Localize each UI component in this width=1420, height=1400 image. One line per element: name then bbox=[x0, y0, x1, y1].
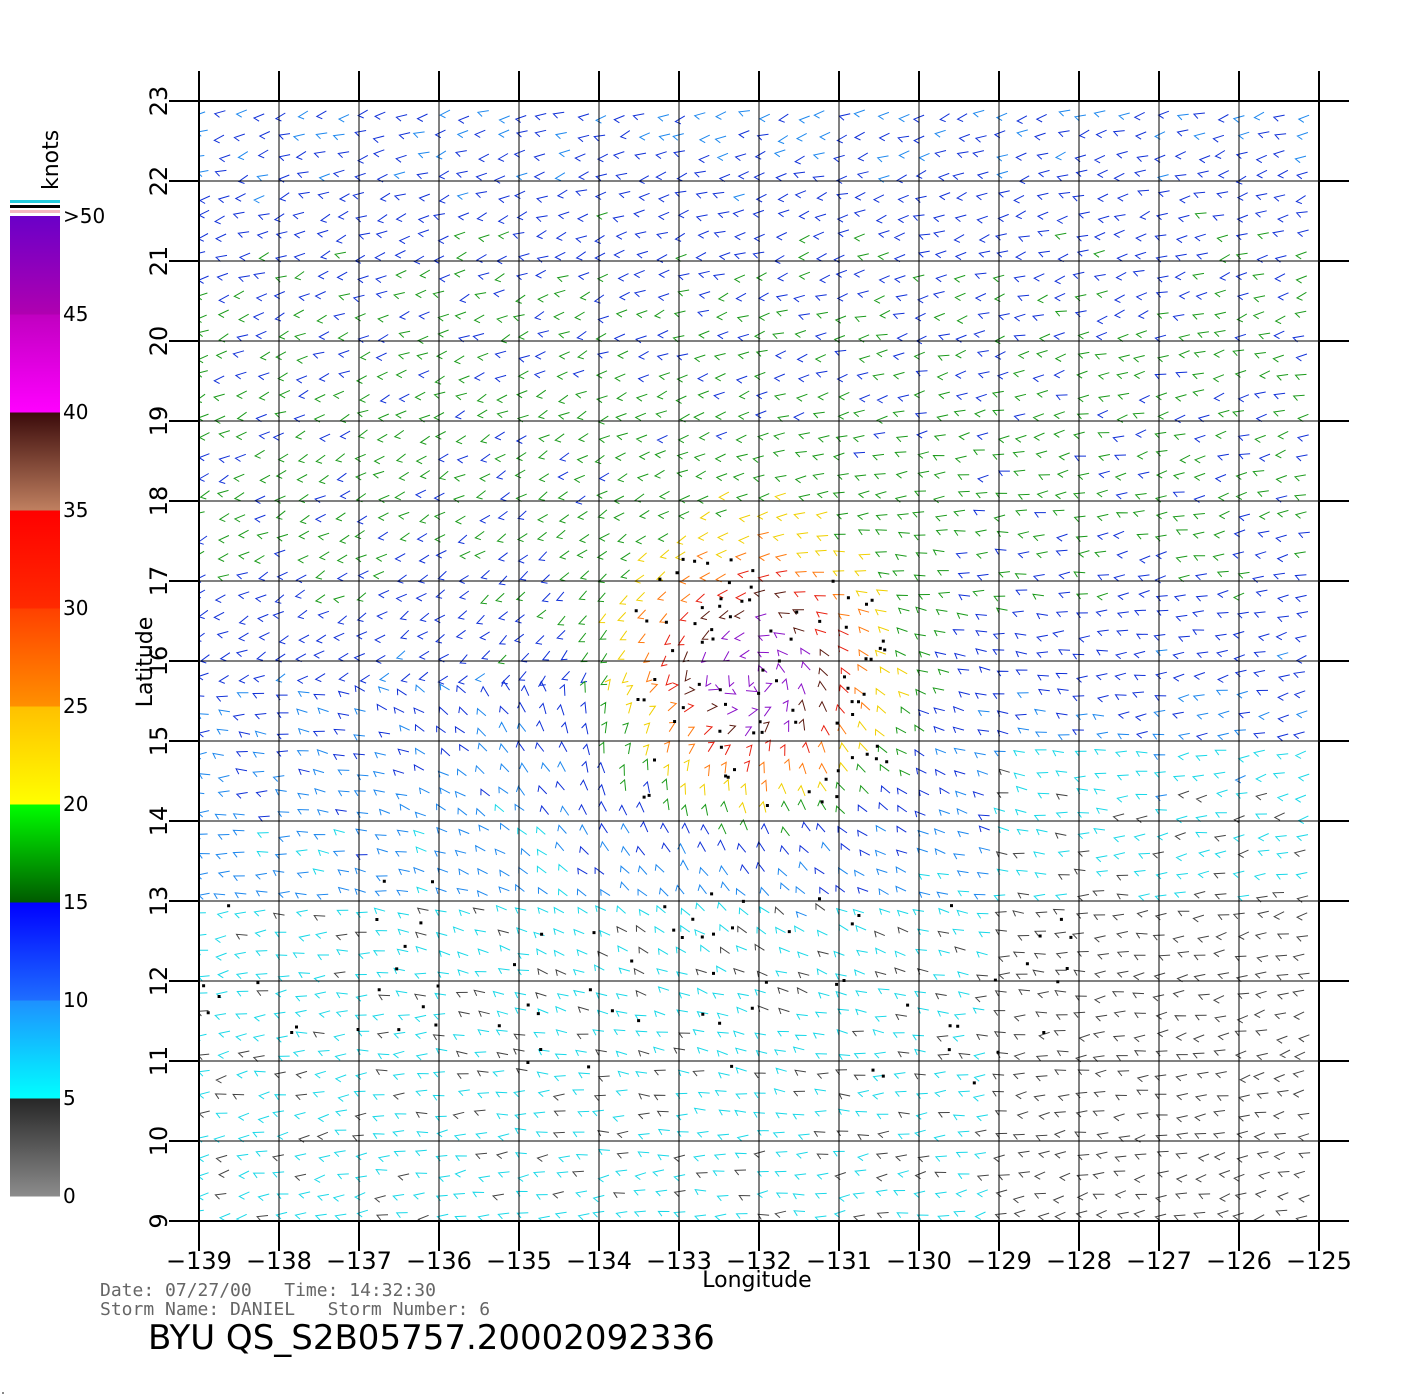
x-tick-label: −138 bbox=[246, 1247, 312, 1275]
wind-barb-group bbox=[660, 570, 851, 772]
y-tick-label: 22 bbox=[145, 166, 173, 197]
y-tick-label: 20 bbox=[145, 326, 173, 357]
x-tick-label: −135 bbox=[486, 1247, 552, 1275]
corner-mark bbox=[2, 1392, 4, 1394]
wind-barb-group bbox=[199, 109, 1310, 895]
colorbar-cap bbox=[10, 205, 60, 208]
x-tick-label: −139 bbox=[166, 1247, 232, 1275]
x-tick-label: −129 bbox=[966, 1247, 1032, 1275]
x-tick-label: −128 bbox=[1046, 1247, 1112, 1275]
colorbar-band bbox=[10, 706, 60, 805]
longitude-tick-labels: −139 −138 −137 −136 −135 −134 −133 −132 −131 −130… bbox=[166, 1247, 1352, 1275]
y-tick-label: 16 bbox=[145, 646, 173, 677]
colorbar-tick-label: 25 bbox=[63, 694, 88, 718]
colorbar-tick-label: 30 bbox=[63, 596, 88, 620]
colorbar-tick-label: 5 bbox=[63, 1086, 76, 1110]
y-tick-label: 9 bbox=[145, 1213, 173, 1228]
x-tick-label: −127 bbox=[1126, 1247, 1192, 1275]
colorbar-tick-label: 45 bbox=[63, 302, 88, 326]
x-tick-label: −134 bbox=[566, 1247, 632, 1275]
colorbar-band bbox=[10, 804, 60, 903]
y-tick-label: 18 bbox=[145, 486, 173, 517]
y-axis-title: Latitude bbox=[133, 617, 158, 708]
colorbar-tick-label: 35 bbox=[63, 498, 88, 522]
y-tick-label: 19 bbox=[145, 406, 173, 437]
y-tick-label: 21 bbox=[145, 246, 173, 277]
x-tick-label: −133 bbox=[646, 1247, 712, 1275]
wind-barb-group bbox=[199, 109, 1310, 918]
x-tick-label: −132 bbox=[726, 1247, 792, 1275]
x-tick-label: −130 bbox=[886, 1247, 952, 1275]
y-tick-label: 15 bbox=[145, 726, 173, 757]
storm-info-line: Storm Name: DANIEL Storm Number: 6 bbox=[100, 1299, 491, 1320]
y-tick-label: 17 bbox=[145, 566, 173, 597]
wind-barb-group bbox=[682, 589, 830, 735]
wind-barb-group bbox=[199, 768, 1311, 1221]
y-tick-label: 10 bbox=[145, 1126, 173, 1157]
x-tick-label: −131 bbox=[806, 1247, 872, 1275]
colorbar-band bbox=[10, 412, 60, 511]
colorbar-band bbox=[10, 902, 60, 1001]
colorbar-band bbox=[10, 216, 60, 315]
file-name-title: BYU QS_S2B05757.20002092336 bbox=[148, 1318, 715, 1358]
y-tick-label: 23 bbox=[145, 86, 173, 117]
colorbar-band bbox=[10, 510, 60, 609]
wind-barb-group bbox=[199, 212, 1309, 837]
colorbar-cap bbox=[10, 210, 60, 213]
y-tick-label: 14 bbox=[145, 806, 173, 837]
speed-colorbar bbox=[10, 200, 60, 1197]
x-axis-title: Longitude bbox=[702, 1268, 811, 1293]
latitude-tick-labels: 9 10 11 12 13 14 15 16 17 18 19 20 21 22 23 bbox=[145, 86, 173, 1229]
colorbar-tick-labels: 0 5 10 15 20 25 30 35 40 45 >50 bbox=[63, 204, 105, 1208]
x-tick-label: −126 bbox=[1206, 1247, 1272, 1275]
x-tick-label: −136 bbox=[406, 1247, 472, 1275]
colorbar-band bbox=[10, 1000, 60, 1099]
y-tick-label: 11 bbox=[145, 1046, 173, 1077]
lat-lon-grid bbox=[169, 71, 1349, 1251]
y-tick-label: 12 bbox=[145, 966, 173, 997]
colorbar-cap bbox=[10, 200, 60, 203]
colorbar-band bbox=[10, 314, 60, 413]
colorbar-tick-label: >50 bbox=[63, 204, 105, 228]
colorbar-tick-label: 0 bbox=[63, 1184, 76, 1208]
colorbar-tick-label: 40 bbox=[63, 400, 88, 424]
date-time-line: Date: 07/27/00 Time: 14:32:30 bbox=[100, 1280, 436, 1301]
x-tick-label: −125 bbox=[1286, 1247, 1352, 1275]
colorbar-band bbox=[10, 608, 60, 707]
colorbar-tick-label: 15 bbox=[63, 890, 88, 914]
wind-barb-group bbox=[598, 491, 910, 814]
colorbar-band bbox=[10, 1098, 60, 1197]
colorbar-tick-label: 10 bbox=[63, 988, 88, 1012]
colorbar-tick-label: 20 bbox=[63, 792, 88, 816]
x-tick-label: −137 bbox=[326, 1247, 392, 1275]
wind-barbs bbox=[199, 109, 1311, 1221]
colorbar-title: knots bbox=[39, 130, 64, 190]
plot-frame bbox=[198, 100, 1320, 1222]
wind-barb-group bbox=[199, 749, 1310, 1221]
y-tick-label: 13 bbox=[145, 886, 173, 917]
wind-barb-group bbox=[700, 613, 811, 737]
